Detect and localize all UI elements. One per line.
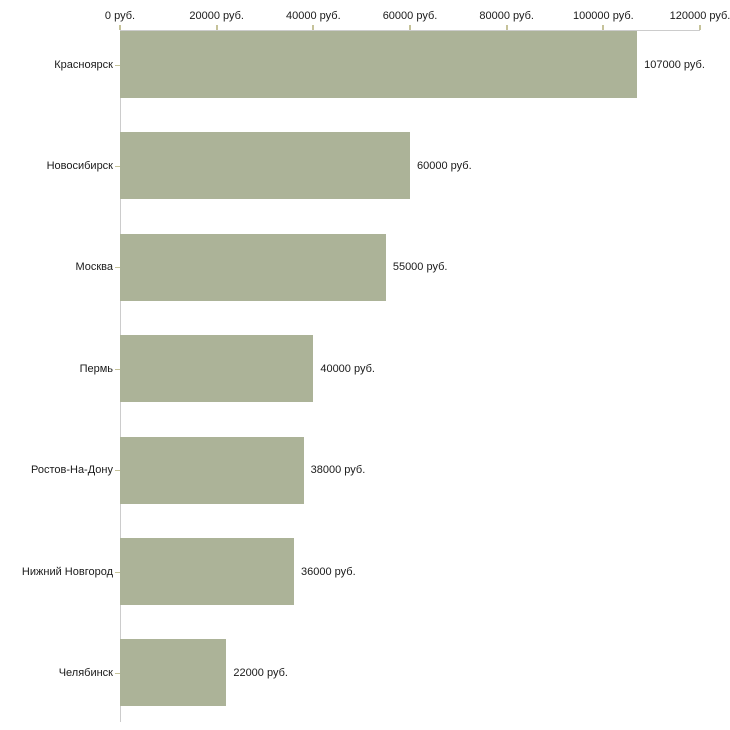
bar-value-label: 36000 руб. xyxy=(301,565,356,578)
bar xyxy=(120,335,314,403)
bar-value-label: 60000 руб. xyxy=(417,159,472,172)
x-axis-tick-label: 0 руб. xyxy=(104,10,136,22)
x-axis-tick-mark xyxy=(119,25,121,30)
x-axis-tick-mark xyxy=(505,25,508,30)
bar-value-label: 107000 руб. xyxy=(644,58,705,71)
x-axis-tick-label: 100000 руб. xyxy=(572,10,634,22)
category-label: Красноярск xyxy=(54,58,113,71)
x-axis-tick-label: 20000 руб. xyxy=(189,10,244,22)
bar xyxy=(120,538,294,605)
y-axis-tick-mark xyxy=(115,64,120,66)
bar-value-label: 55000 руб. xyxy=(392,261,448,274)
x-axis-tick-label: 120000 руб. xyxy=(669,10,730,22)
bar xyxy=(120,233,386,301)
bar xyxy=(120,639,227,707)
x-axis-tick-mark xyxy=(699,25,701,30)
category-label: Нижний Новгород xyxy=(21,565,113,578)
x-axis-tick-label: 40000 руб. xyxy=(286,10,341,22)
category-label: Челябинск xyxy=(58,666,113,679)
x-axis-tick-mark xyxy=(215,25,218,30)
y-axis-tick-mark xyxy=(115,267,120,269)
bar-value-label: 38000 руб. xyxy=(310,464,366,477)
bar-value-label: 40000 руб. xyxy=(320,362,375,375)
bar-value-label: 22000 руб. xyxy=(233,666,288,679)
y-axis-tick-mark xyxy=(115,672,120,674)
category-label: Ростов-На-Дону xyxy=(30,464,113,477)
x-axis-tick-mark xyxy=(602,25,605,30)
y-axis-tick-mark xyxy=(115,571,120,573)
bar xyxy=(120,132,410,200)
bar xyxy=(120,436,304,504)
category-label: Новосибирск xyxy=(46,159,113,172)
bar xyxy=(120,31,638,98)
y-axis-tick-mark xyxy=(115,368,120,370)
x-axis-tick-mark xyxy=(409,25,411,30)
y-axis-tick-mark xyxy=(115,470,120,472)
category-label: Пермь xyxy=(79,362,113,375)
x-axis-tick-mark xyxy=(312,25,315,30)
x-axis-tick-label: 80000 руб. xyxy=(479,10,534,22)
y-axis-tick-mark xyxy=(115,165,120,167)
category-label: Москва xyxy=(75,261,113,274)
x-axis-line xyxy=(120,30,700,31)
x-axis-tick-label: 60000 руб. xyxy=(382,10,438,22)
